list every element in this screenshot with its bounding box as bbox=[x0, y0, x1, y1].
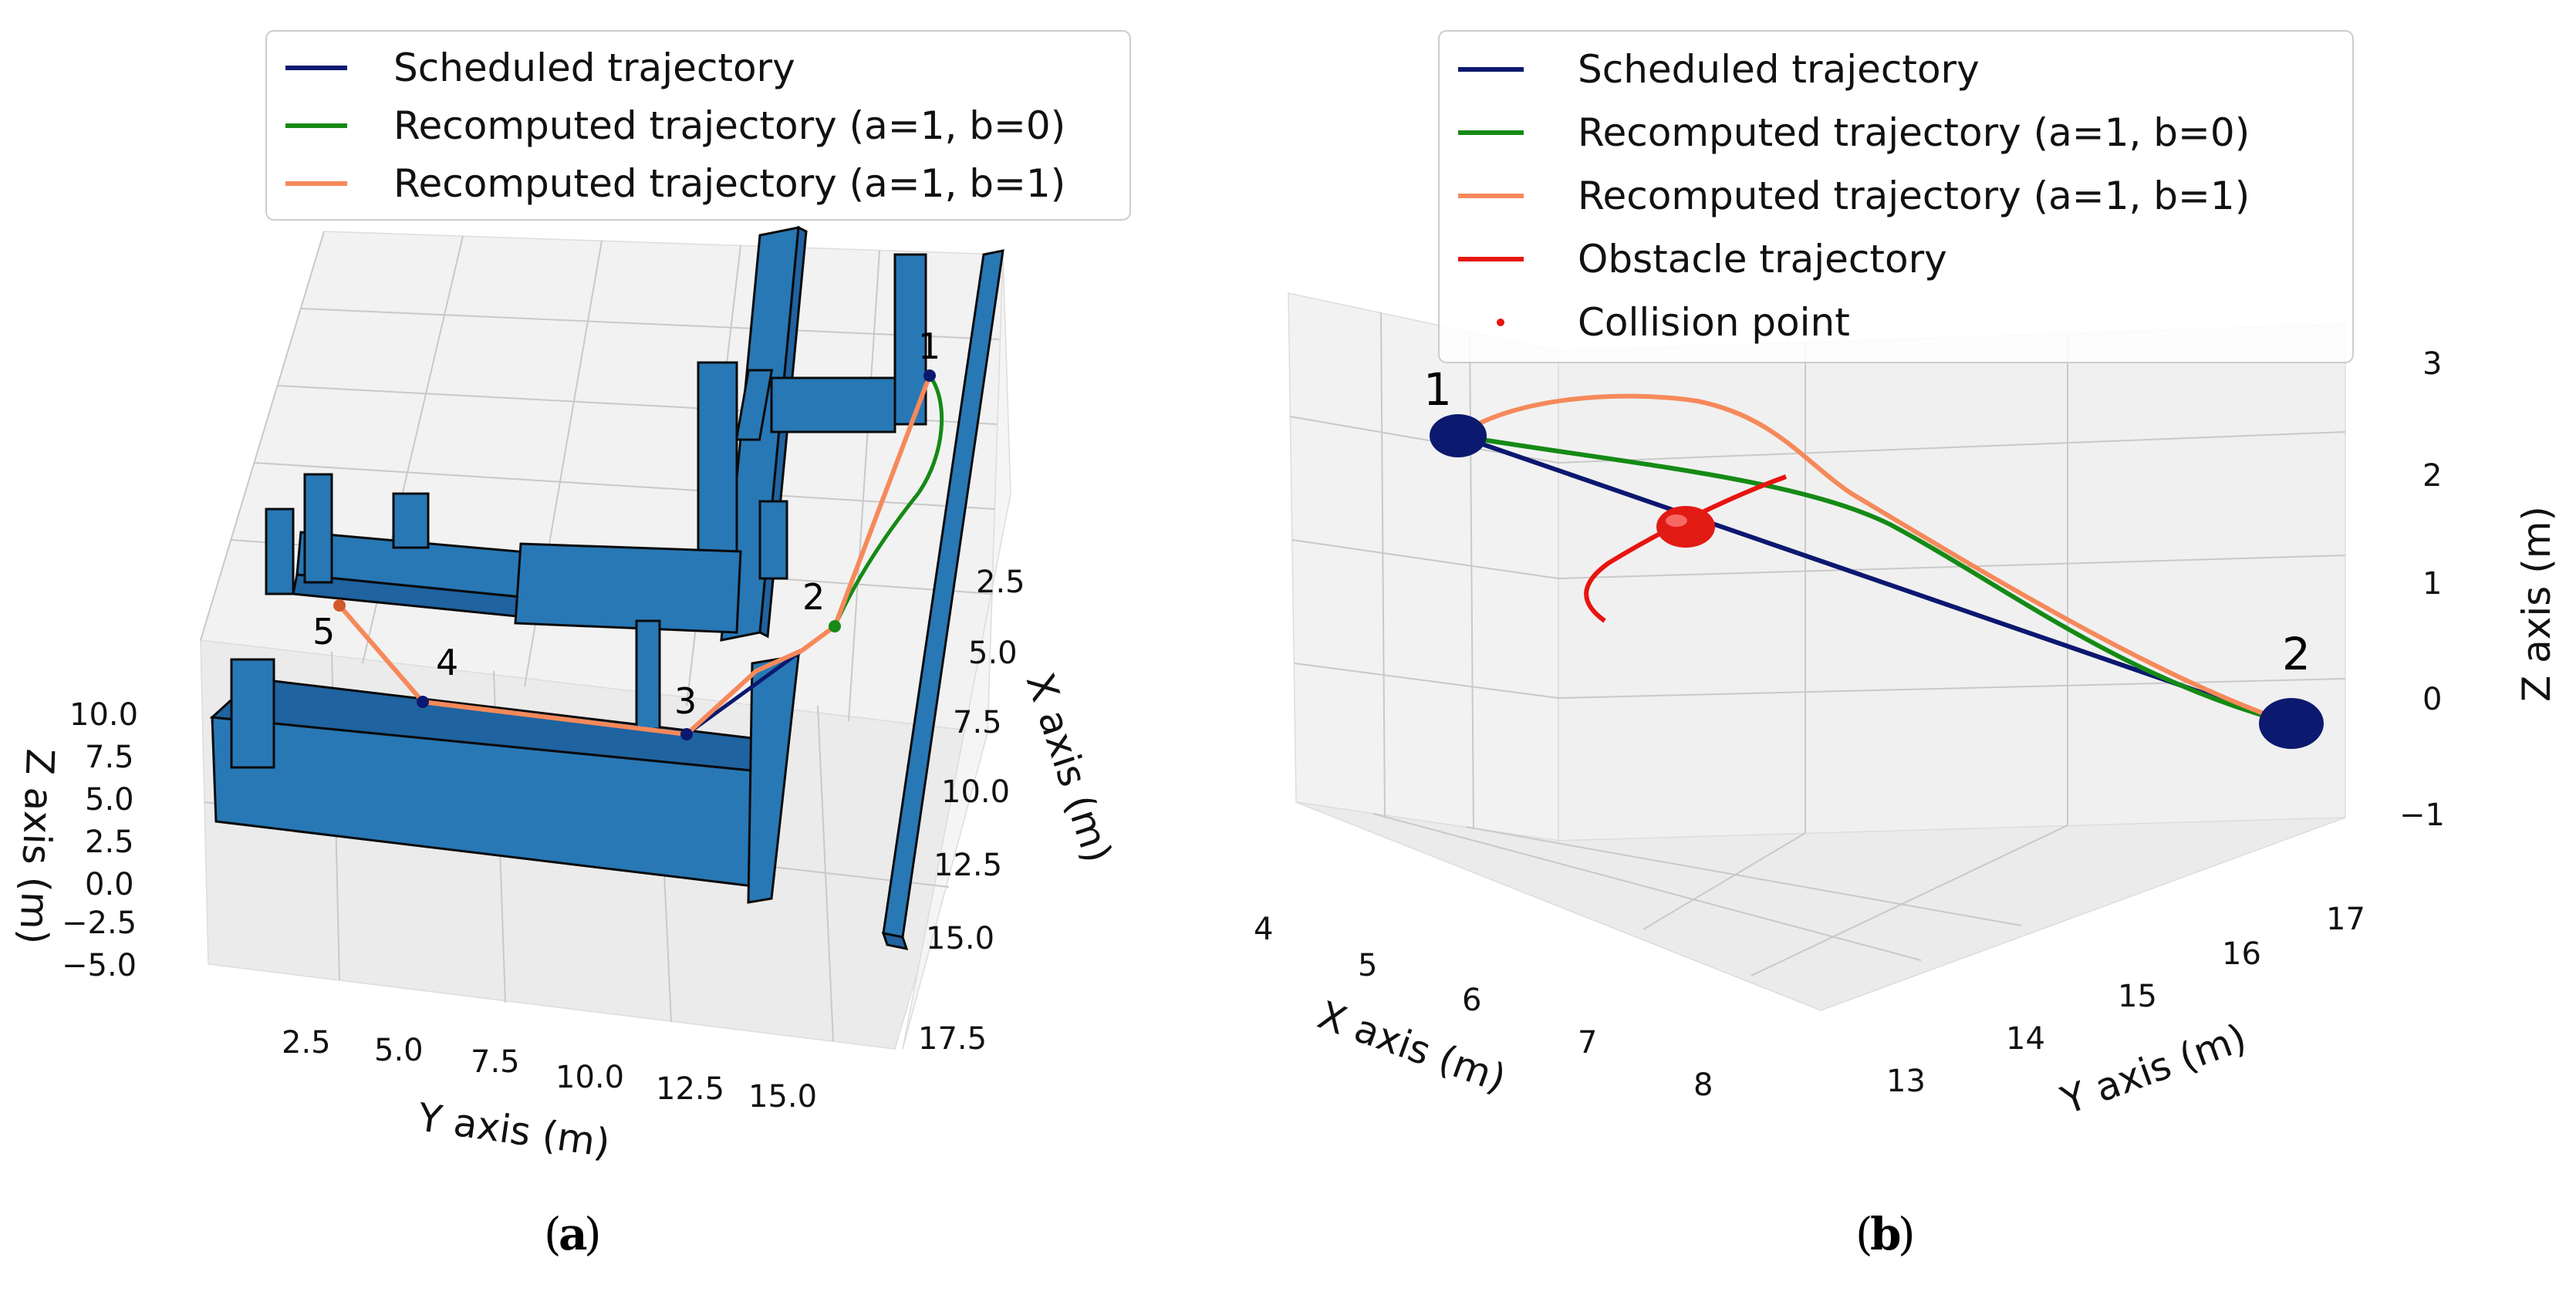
obstacle-post-left-2 bbox=[303, 473, 333, 584]
legend-a-label-2: Recomputed trajectory (a=1, b=1) bbox=[393, 161, 1065, 206]
panel-a-trajectories: 1 2 3 4 5 bbox=[312, 325, 944, 740]
panel-b: 1 2 4 5 6 7 8 13 14 15 16 17 3 2 1 0 −1 … bbox=[1254, 30, 2559, 1260]
b-ytick: 17 bbox=[2326, 902, 2365, 937]
a-xtick: 15.0 bbox=[926, 921, 994, 956]
b-ztick: 0 bbox=[2422, 682, 2442, 717]
a-xtick: 7.5 bbox=[953, 705, 1002, 740]
obstacle-bracket-3 bbox=[770, 376, 896, 433]
panel-b-grid bbox=[1289, 312, 2346, 976]
caption-a-close: ) bbox=[584, 1208, 602, 1260]
b-ytick: 13 bbox=[1886, 1064, 1926, 1099]
b-recomputed-b1 bbox=[1457, 393, 2292, 726]
legend-b-label-4: Collision point bbox=[1578, 300, 1850, 345]
a-xtick: 2.5 bbox=[976, 565, 1025, 600]
b-waypoint-1 bbox=[1430, 414, 1487, 457]
a-ytick: 10.0 bbox=[555, 1060, 624, 1095]
legend-b-label-3: Obstacle trajectory bbox=[1578, 237, 1947, 282]
legend-b-label-1: Recomputed trajectory (a=1, b=0) bbox=[1578, 110, 2250, 155]
a-ytick: 12.5 bbox=[656, 1071, 724, 1107]
b-obstacle-trajectory bbox=[1584, 474, 1788, 623]
a-ztick: 10.0 bbox=[69, 697, 138, 733]
a-ytick: 7.5 bbox=[471, 1044, 520, 1080]
a-ytick: 2.5 bbox=[282, 1025, 331, 1061]
b-ztick: 1 bbox=[2422, 566, 2442, 602]
a-ztick: 2.5 bbox=[85, 825, 134, 860]
a-ytick: 15.0 bbox=[748, 1079, 817, 1115]
b-xlabel: X axis (m) bbox=[1312, 993, 1511, 1101]
a-ztick: 5.0 bbox=[85, 782, 134, 818]
a-waypoint-5 bbox=[333, 599, 346, 612]
a-waypoint-4 bbox=[417, 696, 429, 708]
a-xlabel: X axis (m) bbox=[1018, 668, 1121, 868]
legend-b-label-2: Recomputed trajectory (a=1, b=1) bbox=[1578, 174, 2250, 218]
a-recomputed-b0 bbox=[832, 374, 944, 628]
a-waypoint-1 bbox=[923, 369, 936, 382]
obstacle-post-mid-2 bbox=[758, 500, 788, 580]
b-xtick: 8 bbox=[1693, 1067, 1713, 1103]
panel-b-panes bbox=[1288, 292, 2346, 1011]
b-ytick: 14 bbox=[2006, 1021, 2045, 1057]
b-ytick: 15 bbox=[2118, 979, 2157, 1014]
a-waypoint-3 bbox=[680, 728, 693, 740]
obstacle-carriage bbox=[514, 542, 742, 634]
caption-b-open: ( bbox=[1855, 1208, 1873, 1260]
a-waypoint-2 bbox=[829, 620, 841, 632]
b-ztick: 2 bbox=[2422, 458, 2442, 494]
a-ytick: 5.0 bbox=[374, 1033, 424, 1068]
b-zlabel: Z axis (m) bbox=[2514, 506, 2559, 702]
a-waypoint-label-3: 3 bbox=[674, 680, 697, 722]
b-xtick: 6 bbox=[1462, 983, 1481, 1018]
panel-a-obstacles bbox=[209, 225, 1004, 950]
a-xtick: 10.0 bbox=[941, 774, 1010, 810]
legend-b-swatch-4 bbox=[1497, 319, 1504, 326]
panel-a: 1 2 3 4 5 2.5 5.0 7.5 10.0 12.5 15.0 17.… bbox=[11, 30, 1131, 1260]
obstacle-bracket-1 bbox=[734, 369, 774, 441]
b-ztick: 3 bbox=[2422, 346, 2442, 382]
caption-a: a bbox=[559, 1208, 588, 1260]
b-recomputed-b0 bbox=[1457, 433, 2292, 726]
obstacle-post-3 bbox=[635, 619, 661, 730]
panel-a-ticks: 2.5 5.0 7.5 10.0 12.5 15.0 17.5 2.5 5.0 … bbox=[62, 565, 1025, 1115]
b-waypoint-label-1: 1 bbox=[1423, 363, 1452, 416]
caption-a-open: ( bbox=[544, 1208, 562, 1260]
b-ztick: −1 bbox=[2399, 798, 2445, 833]
obstacle-front-left bbox=[230, 658, 275, 769]
a-waypoint-label-1: 1 bbox=[918, 325, 940, 367]
b-ytick: 16 bbox=[2222, 936, 2261, 972]
panel-a-legend: Scheduled trajectory Recomputed trajecto… bbox=[265, 30, 1131, 221]
legend-a-label-1: Recomputed trajectory (a=1, b=0) bbox=[393, 103, 1065, 148]
legend-a-label-0: Scheduled trajectory bbox=[393, 46, 795, 90]
b-collision-point bbox=[1656, 506, 1715, 548]
obstacle-post-left-1 bbox=[265, 508, 295, 595]
legend-b-label-0: Scheduled trajectory bbox=[1578, 47, 1980, 92]
a-xtick: 12.5 bbox=[934, 848, 1002, 883]
a-zlabel: Z axis (m) bbox=[11, 748, 62, 946]
a-ztick: −5.0 bbox=[62, 948, 137, 983]
b-waypoint-label-2: 2 bbox=[2282, 628, 2311, 680]
panel-b-ticks: 4 5 6 7 8 13 14 15 16 17 3 2 1 0 −1 bbox=[1254, 346, 2445, 1103]
b-xtick: 5 bbox=[1358, 948, 1377, 983]
a-ztick: −2.5 bbox=[62, 905, 137, 941]
a-ylabel: Y axis (m) bbox=[414, 1094, 613, 1165]
a-waypoint-label-4: 4 bbox=[436, 642, 458, 683]
b-scheduled-trajectory bbox=[1457, 433, 2292, 726]
b-waypoint-2 bbox=[2259, 698, 2324, 749]
panel-b-trajectories: 1 2 bbox=[1423, 363, 2324, 749]
b-xtick: 4 bbox=[1254, 912, 1273, 947]
a-ztick: 7.5 bbox=[85, 740, 134, 775]
a-ztick: 0.0 bbox=[85, 867, 134, 902]
b-xtick: 7 bbox=[1578, 1025, 1597, 1061]
obstacle-post-mid bbox=[392, 492, 430, 549]
a-xtick: 17.5 bbox=[918, 1021, 987, 1057]
a-waypoint-label-2: 2 bbox=[802, 576, 825, 618]
a-xtick: 5.0 bbox=[968, 636, 1018, 671]
b-ylabel: Y axis (m) bbox=[2054, 1015, 2252, 1123]
caption-b-close: ) bbox=[1898, 1208, 1916, 1260]
a-waypoint-label-5: 5 bbox=[312, 611, 335, 653]
caption-b: b bbox=[1870, 1208, 1902, 1260]
panel-b-legend: Scheduled trajectory Recomputed trajecto… bbox=[1438, 30, 2354, 363]
